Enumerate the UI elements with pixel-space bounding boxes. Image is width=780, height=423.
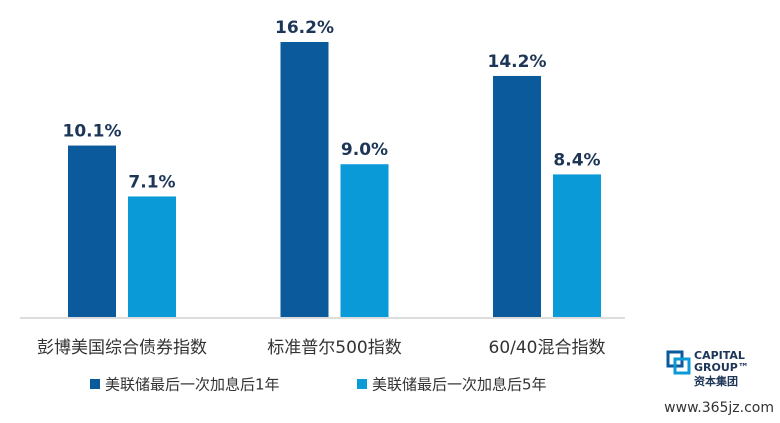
legend-swatch bbox=[357, 379, 367, 389]
legend-swatch bbox=[90, 379, 100, 389]
bar bbox=[340, 164, 389, 317]
logo-text: GROUP™ bbox=[694, 361, 749, 374]
value-label: 16.2% bbox=[275, 18, 334, 38]
bar bbox=[553, 174, 601, 317]
x-tick-label: 彭博美国综合债券指数 bbox=[37, 338, 207, 358]
logo-text: CAPITAL bbox=[694, 349, 745, 362]
legend-label: 美联储最后一次加息后5年 bbox=[372, 376, 547, 394]
x-tick-label: 标准普尔500指数 bbox=[267, 338, 401, 358]
bar bbox=[493, 75, 541, 317]
x-tick-label: 60/40混合指数 bbox=[489, 338, 606, 358]
value-label: 7.1% bbox=[128, 172, 175, 192]
bar bbox=[128, 196, 176, 317]
watermark: www.365jz.com bbox=[664, 400, 774, 416]
value-label: 9.0% bbox=[341, 140, 388, 160]
value-label: 8.4% bbox=[553, 150, 600, 170]
legend-label: 美联储最后一次加息后1年 bbox=[105, 376, 280, 394]
logo: CAPITAL GROUP™ 资本集团 bbox=[666, 349, 749, 388]
value-label: 14.2% bbox=[488, 52, 547, 72]
bar bbox=[280, 42, 329, 317]
bar bbox=[68, 145, 116, 317]
value-label: 10.1% bbox=[63, 122, 122, 142]
logo-icon bbox=[673, 357, 691, 375]
logo-text: 资本集团 bbox=[694, 374, 738, 388]
